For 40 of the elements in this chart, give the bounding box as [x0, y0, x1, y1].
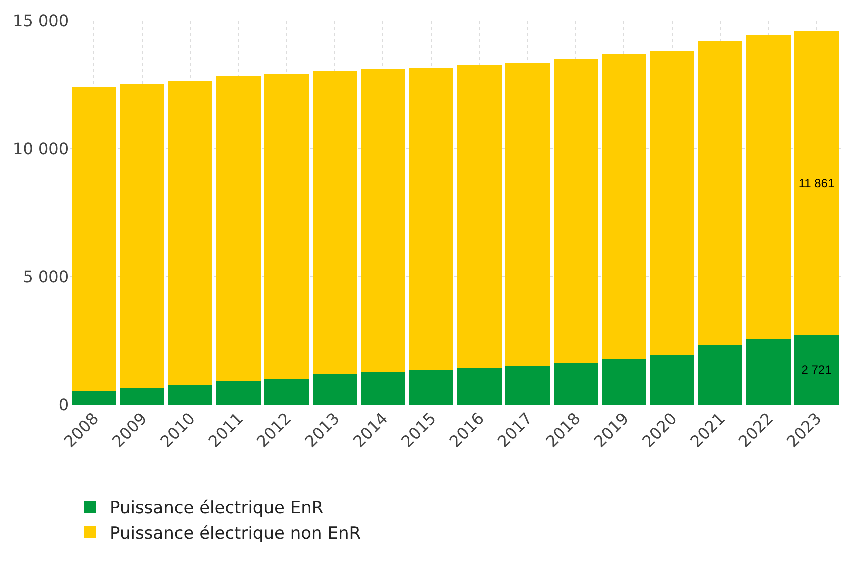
bar	[794, 335, 840, 405]
bar	[698, 345, 743, 405]
bar	[409, 68, 454, 370]
y-tick-label: 0	[58, 396, 69, 415]
bar	[602, 358, 646, 405]
bar	[168, 385, 213, 405]
bar	[602, 54, 646, 359]
bar	[650, 51, 695, 356]
bar	[264, 378, 310, 405]
bar	[120, 388, 164, 405]
data-label: 11 861	[798, 176, 835, 191]
bar	[650, 356, 695, 405]
bar	[506, 366, 550, 405]
bar	[72, 87, 116, 392]
y-tick-label: 5 000	[23, 268, 69, 287]
bar	[216, 380, 261, 405]
legend-label: Puissance électrique non EnR	[110, 524, 362, 544]
bar	[506, 62, 550, 366]
bar	[216, 76, 261, 381]
y-tick-label: 15 000	[13, 12, 69, 31]
legend-label: Puissance électrique EnR	[110, 498, 324, 519]
bar	[168, 80, 213, 386]
y-tick-label: 10 000	[13, 140, 69, 159]
bar	[312, 374, 358, 405]
data-label: 2 721	[802, 363, 832, 378]
bar	[72, 391, 116, 405]
bar	[794, 32, 840, 336]
bar	[554, 58, 598, 364]
bar	[554, 363, 598, 405]
bar	[457, 368, 502, 405]
bar	[698, 40, 743, 346]
bar	[746, 338, 791, 405]
bar	[361, 69, 406, 372]
bar	[746, 36, 791, 339]
bar	[457, 65, 502, 368]
bar	[120, 84, 164, 388]
bar	[409, 370, 454, 405]
bar	[361, 372, 406, 405]
bar	[264, 74, 310, 379]
bar	[312, 71, 358, 375]
